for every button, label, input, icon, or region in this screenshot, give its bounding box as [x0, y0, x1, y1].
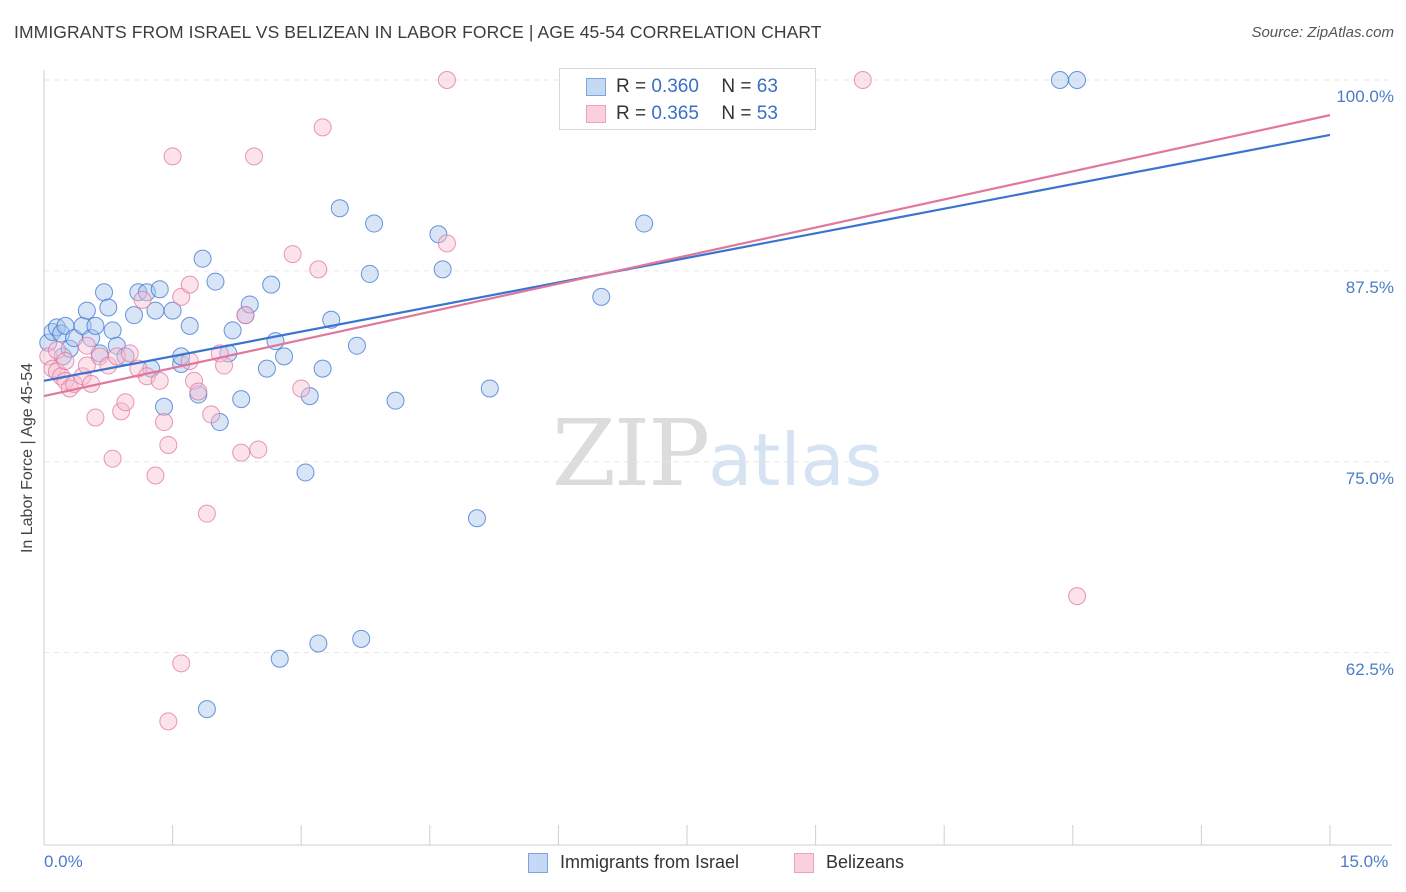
data-point-israel — [263, 276, 280, 293]
data-point-israel — [1069, 72, 1086, 89]
data-point-israel — [258, 360, 275, 377]
data-point-belizeans — [310, 261, 327, 278]
data-point-israel — [593, 288, 610, 305]
data-point-israel — [314, 360, 331, 377]
data-point-belizeans — [181, 276, 198, 293]
data-point-belizeans — [438, 72, 455, 89]
data-point-belizeans — [198, 505, 215, 522]
data-point-israel — [78, 302, 95, 319]
y-tick-label-75: 75.0% — [1346, 469, 1394, 489]
data-point-israel — [198, 701, 215, 718]
data-point-israel — [468, 510, 485, 527]
stats-legend-row-belizeans: R = 0.365 N = 53 — [586, 103, 778, 125]
data-point-belizeans — [293, 380, 310, 397]
data-point-israel — [361, 265, 378, 282]
data-point-israel — [348, 337, 365, 354]
data-point-belizeans — [160, 713, 177, 730]
data-point-israel — [481, 380, 498, 397]
data-point-israel — [194, 250, 211, 267]
y-axis-label: In Labor Force | Age 45-54 — [19, 363, 37, 553]
data-point-belizeans — [190, 383, 207, 400]
data-point-belizeans — [121, 345, 138, 362]
data-point-belizeans — [147, 467, 164, 484]
data-point-israel — [434, 261, 451, 278]
data-point-israel — [126, 307, 143, 324]
data-point-israel — [100, 299, 117, 316]
data-point-israel — [310, 635, 327, 652]
data-point-israel — [636, 215, 653, 232]
data-point-belizeans — [284, 246, 301, 263]
data-point-belizeans — [250, 441, 267, 458]
data-point-belizeans — [57, 352, 74, 369]
trend-line-israel — [44, 135, 1330, 381]
y-tick-label-100: 100.0% — [1336, 87, 1394, 107]
data-point-belizeans — [233, 444, 250, 461]
data-point-israel — [96, 284, 113, 301]
data-point-israel — [387, 392, 404, 409]
legend-swatch-belizeans — [794, 853, 814, 873]
data-point-belizeans — [173, 655, 190, 672]
n-value: 53 — [757, 103, 778, 125]
data-point-belizeans — [160, 436, 177, 453]
r-label: R = — [616, 76, 646, 98]
data-point-israel — [1051, 72, 1068, 89]
y-tick-label-62-5: 62.5% — [1346, 660, 1394, 680]
legend-label-israel: Immigrants from Israel — [560, 852, 739, 873]
data-point-israel — [297, 464, 314, 481]
series-legend: Immigrants from Israel Belizeans — [0, 852, 1406, 878]
y-tick-label-87-5: 87.5% — [1346, 278, 1394, 298]
data-point-belizeans — [164, 148, 181, 165]
data-point-belizeans — [78, 337, 95, 354]
n-label: N = — [721, 103, 751, 125]
data-point-israel — [331, 200, 348, 217]
data-point-belizeans — [156, 414, 173, 431]
data-point-israel — [87, 317, 104, 334]
stats-legend: R = 0.360 N = 63 R = 0.365 N = 53 — [559, 68, 816, 130]
trend-line-belizeans — [44, 115, 1330, 396]
data-point-belizeans — [438, 235, 455, 252]
data-point-belizeans — [216, 357, 233, 374]
legend-item-israel[interactable]: Immigrants from Israel — [528, 852, 739, 873]
r-value: 0.365 — [651, 103, 721, 125]
data-point-belizeans — [203, 406, 220, 423]
data-point-israel — [207, 273, 224, 290]
data-point-israel — [353, 630, 370, 647]
scatter-chart — [0, 0, 1406, 892]
legend-swatch-israel — [528, 853, 548, 873]
data-point-belizeans — [237, 307, 254, 324]
data-point-israel — [181, 317, 198, 334]
legend-label-belizeans: Belizeans — [826, 852, 904, 873]
data-point-israel — [233, 391, 250, 408]
data-point-belizeans — [314, 119, 331, 136]
data-point-israel — [151, 281, 168, 298]
legend-swatch-belizeans — [586, 105, 606, 123]
data-point-israel — [104, 322, 121, 339]
data-point-israel — [156, 398, 173, 415]
data-point-belizeans — [854, 72, 871, 89]
n-label: N = — [721, 76, 751, 98]
n-value: 63 — [757, 76, 778, 98]
r-label: R = — [616, 103, 646, 125]
data-point-israel — [224, 322, 241, 339]
data-point-belizeans — [134, 291, 151, 308]
data-point-belizeans — [87, 409, 104, 426]
stats-legend-row-israel: R = 0.360 N = 63 — [586, 76, 778, 98]
legend-item-belizeans[interactable]: Belizeans — [794, 852, 904, 873]
data-point-belizeans — [151, 372, 168, 389]
r-value: 0.360 — [651, 76, 721, 98]
data-point-israel — [271, 650, 288, 667]
legend-swatch-israel — [586, 78, 606, 96]
data-point-belizeans — [104, 450, 121, 467]
data-point-israel — [366, 215, 383, 232]
data-point-israel — [276, 348, 293, 365]
data-point-belizeans — [246, 148, 263, 165]
data-point-belizeans — [117, 394, 134, 411]
data-point-belizeans — [1069, 588, 1086, 605]
